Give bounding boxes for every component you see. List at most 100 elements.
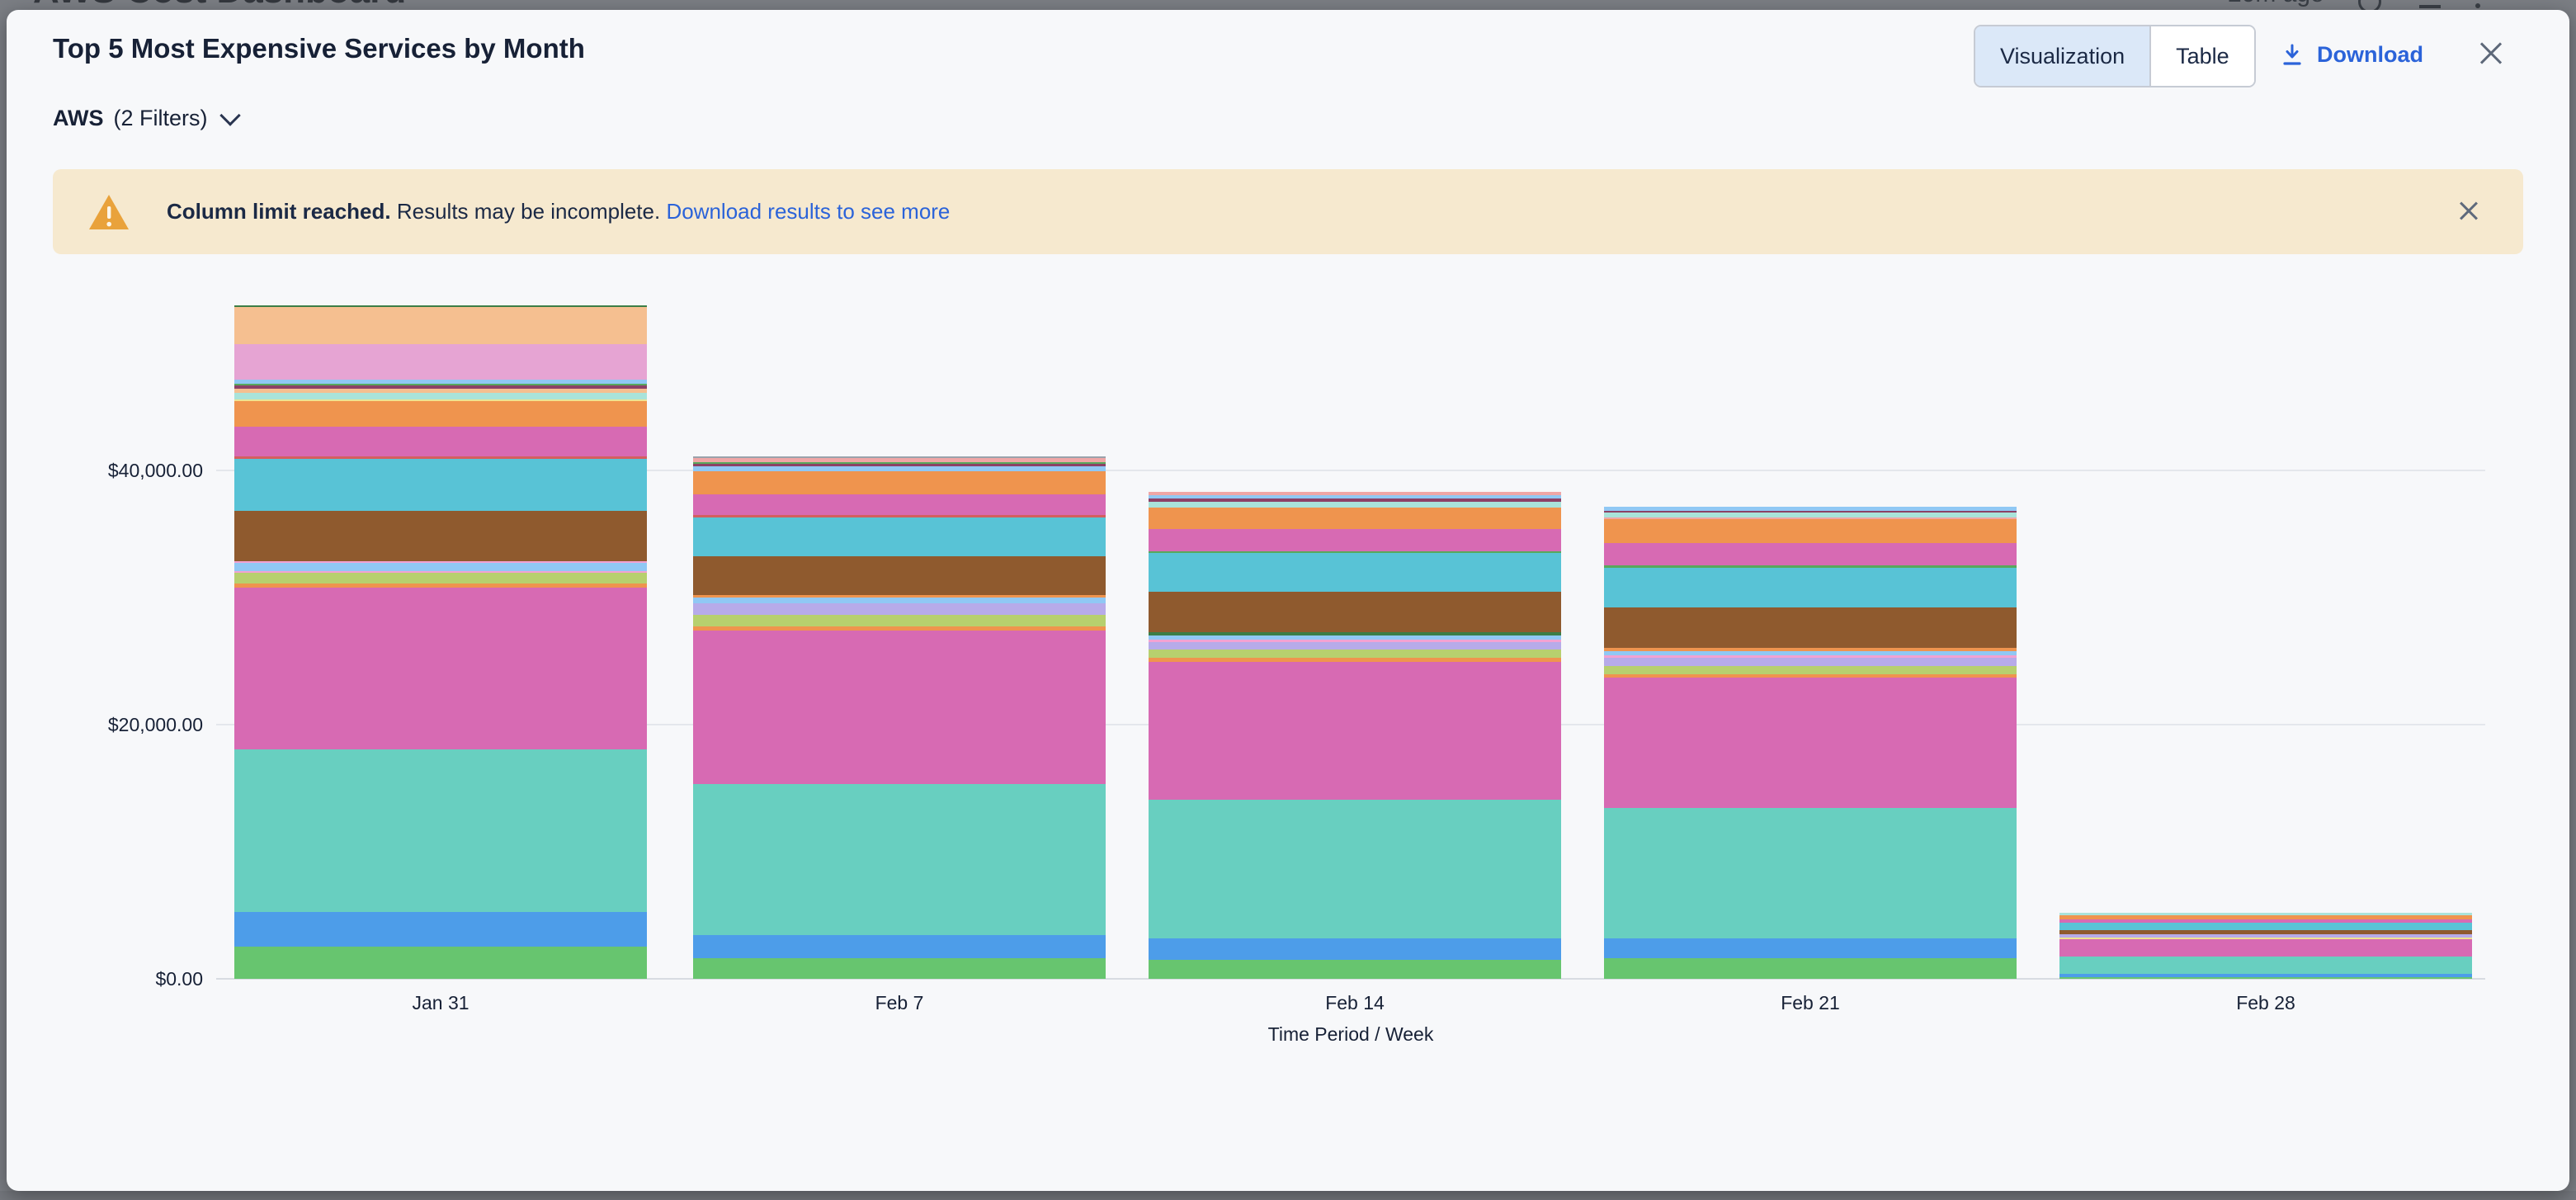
bar-segment-cyan[interactable]	[2059, 923, 2472, 930]
bar-segment-paleYellow[interactable]	[2059, 938, 2472, 939]
bar-segment-orange[interactable]	[1604, 519, 2017, 543]
bar-segment-red[interactable]	[693, 515, 1106, 517]
bar-segment-orange[interactable]	[1149, 658, 1561, 662]
bar-segment-lightBlue[interactable]	[1604, 507, 2017, 511]
tab-table[interactable]: Table	[2151, 26, 2254, 86]
bar-segment-magenta[interactable]	[1149, 662, 1561, 800]
bar-segment-sandy[interactable]	[234, 307, 647, 344]
bar-segment-cyan[interactable]	[1149, 553, 1561, 592]
bar-segment-salmon[interactable]	[693, 458, 1106, 462]
x-axis-tick-label: Jan 31	[412, 992, 469, 1013]
bar-segment-cyan[interactable]	[234, 459, 647, 511]
bar-segment-magenta[interactable]	[693, 631, 1106, 784]
bar-segment-magenta[interactable]	[2059, 939, 2472, 957]
bar-segment-yellowGreen[interactable]	[234, 573, 647, 583]
bar-segment-green[interactable]	[693, 958, 1106, 979]
column-limit-banner: Column limit reached. Results may be inc…	[53, 169, 2523, 254]
bar-segment-gray[interactable]	[693, 456, 1106, 458]
bar-segment-salmon[interactable]	[1604, 517, 2017, 519]
bar-segment-magenta[interactable]	[1604, 543, 2017, 565]
bar-segment-orange[interactable]	[693, 471, 1106, 494]
bar-segment-magenta[interactable]	[693, 494, 1106, 515]
bar-segment-blue[interactable]	[1149, 938, 1561, 960]
bar-segment-lightBlue[interactable]	[1149, 495, 1561, 498]
bar-segment-greenThin[interactable]	[1149, 551, 1561, 553]
bar-segment-magenta[interactable]	[1604, 678, 2017, 808]
bar-segment-magenta[interactable]	[234, 588, 647, 749]
bar-segment-periwinkle[interactable]	[2059, 934, 2472, 938]
bar-segment-periwinkle[interactable]	[1149, 642, 1561, 650]
banner-download-link[interactable]: Download results to see more	[666, 199, 951, 224]
bar-segment-lightBlue[interactable]	[1149, 635, 1561, 640]
gridline	[216, 470, 2485, 471]
download-button[interactable]: Download	[2279, 25, 2423, 84]
bar-segment-maroon[interactable]	[693, 464, 1106, 466]
bar-segment-lightBlue[interactable]	[693, 598, 1106, 603]
bar-segment-orange[interactable]	[234, 401, 647, 427]
bar-segment-pinkSliver[interactable]	[234, 571, 647, 573]
bar-segment-blue[interactable]	[1604, 938, 2017, 958]
bar-segment-brown[interactable]	[1604, 607, 2017, 648]
bar-segment-yellowGreen[interactable]	[1149, 650, 1561, 658]
bar-segment-yellowGreen[interactable]	[693, 615, 1106, 626]
bar-segment-teal[interactable]	[234, 749, 647, 912]
bar-segment-magenta[interactable]	[2059, 919, 2472, 923]
bar-segment-cyan[interactable]	[693, 517, 1106, 556]
bar-segment-sandy[interactable]	[234, 389, 647, 393]
bar-segment-paleYellow[interactable]	[234, 399, 647, 401]
bar-segment-greenThin[interactable]	[234, 384, 647, 385]
bar-segment-salmon[interactable]	[1149, 492, 1561, 495]
bar-segment-orange[interactable]	[2059, 915, 2472, 919]
bar-segment-lightBlue[interactable]	[234, 380, 647, 384]
bar-segment-lightBlue[interactable]	[234, 563, 647, 571]
bar-segment-periwinkle[interactable]	[693, 603, 1106, 615]
bar-segment-paleTurquoise[interactable]	[2059, 913, 2472, 915]
bar-segment-orange[interactable]	[1604, 648, 2017, 651]
bar-segment-yellowGreen[interactable]	[1604, 666, 2017, 674]
bar-segment-maroon[interactable]	[1149, 498, 1561, 502]
bar-segment-paleTurquoise[interactable]	[1149, 502, 1561, 508]
bar-segment-darkGreen[interactable]	[1149, 632, 1561, 635]
bar-segment-pinkSliver[interactable]	[234, 561, 647, 563]
tab-visualization[interactable]: Visualization	[1975, 26, 2152, 86]
bar-segment-orange[interactable]	[1149, 508, 1561, 529]
bar-segment-magenta[interactable]	[1149, 529, 1561, 551]
bar-segment-orange[interactable]	[693, 595, 1106, 598]
bar-segment-paleTurquoise[interactable]	[1604, 513, 2017, 517]
bar-segment-pinkSliver[interactable]	[1149, 640, 1561, 642]
bar-segment-orange[interactable]	[1604, 674, 2017, 678]
bar-segment-green[interactable]	[1604, 958, 2017, 979]
bar-segment-darkGreen[interactable]	[234, 305, 647, 307]
bar-segment-blue[interactable]	[234, 912, 647, 947]
bar-segment-greenThin[interactable]	[1604, 565, 2017, 568]
bar-segment-teal[interactable]	[2059, 957, 2472, 974]
bar-segment-green[interactable]	[234, 947, 647, 979]
bar-segment-lightBlue[interactable]	[693, 466, 1106, 471]
bar-segment-paleTurquoise[interactable]	[234, 393, 647, 399]
bar-segment-periwinkle[interactable]	[1604, 658, 2017, 666]
bar-segment-magenta[interactable]	[234, 427, 647, 456]
bar-segment-maroon[interactable]	[1604, 511, 2017, 513]
filter-dropdown[interactable]: AWS (2 Filters)	[53, 104, 241, 131]
bar-segment-blue[interactable]	[693, 935, 1106, 958]
bar-segment-maroon[interactable]	[234, 385, 647, 389]
bar-segment-brown[interactable]	[693, 556, 1106, 595]
bar-segment-pinkSliver[interactable]	[1604, 655, 2017, 658]
bar-segment-brown[interactable]	[234, 511, 647, 561]
bar-segment-blue[interactable]	[2059, 974, 2472, 977]
bar-segment-teal[interactable]	[693, 784, 1106, 935]
bar-segment-brown[interactable]	[2059, 930, 2472, 934]
bar-segment-cyan[interactable]	[1604, 568, 2017, 607]
bar-segment-orange[interactable]	[693, 626, 1106, 631]
bar-segment-lightBlue[interactable]	[1604, 651, 2017, 655]
bar-segment-brown[interactable]	[1149, 592, 1561, 632]
bar-segment-teal[interactable]	[1604, 808, 2017, 938]
bar-segment-greenThin[interactable]	[693, 462, 1106, 464]
bar-segment-plum[interactable]	[234, 344, 647, 380]
x-axis-tick-label: Feb 14	[1325, 992, 1385, 1013]
bar-segment-green[interactable]	[2059, 977, 2472, 979]
bar-segment-red[interactable]	[234, 456, 647, 459]
bar-segment-green[interactable]	[1149, 960, 1561, 979]
bar-segment-orange[interactable]	[234, 583, 647, 588]
bar-segment-teal[interactable]	[1149, 800, 1561, 938]
